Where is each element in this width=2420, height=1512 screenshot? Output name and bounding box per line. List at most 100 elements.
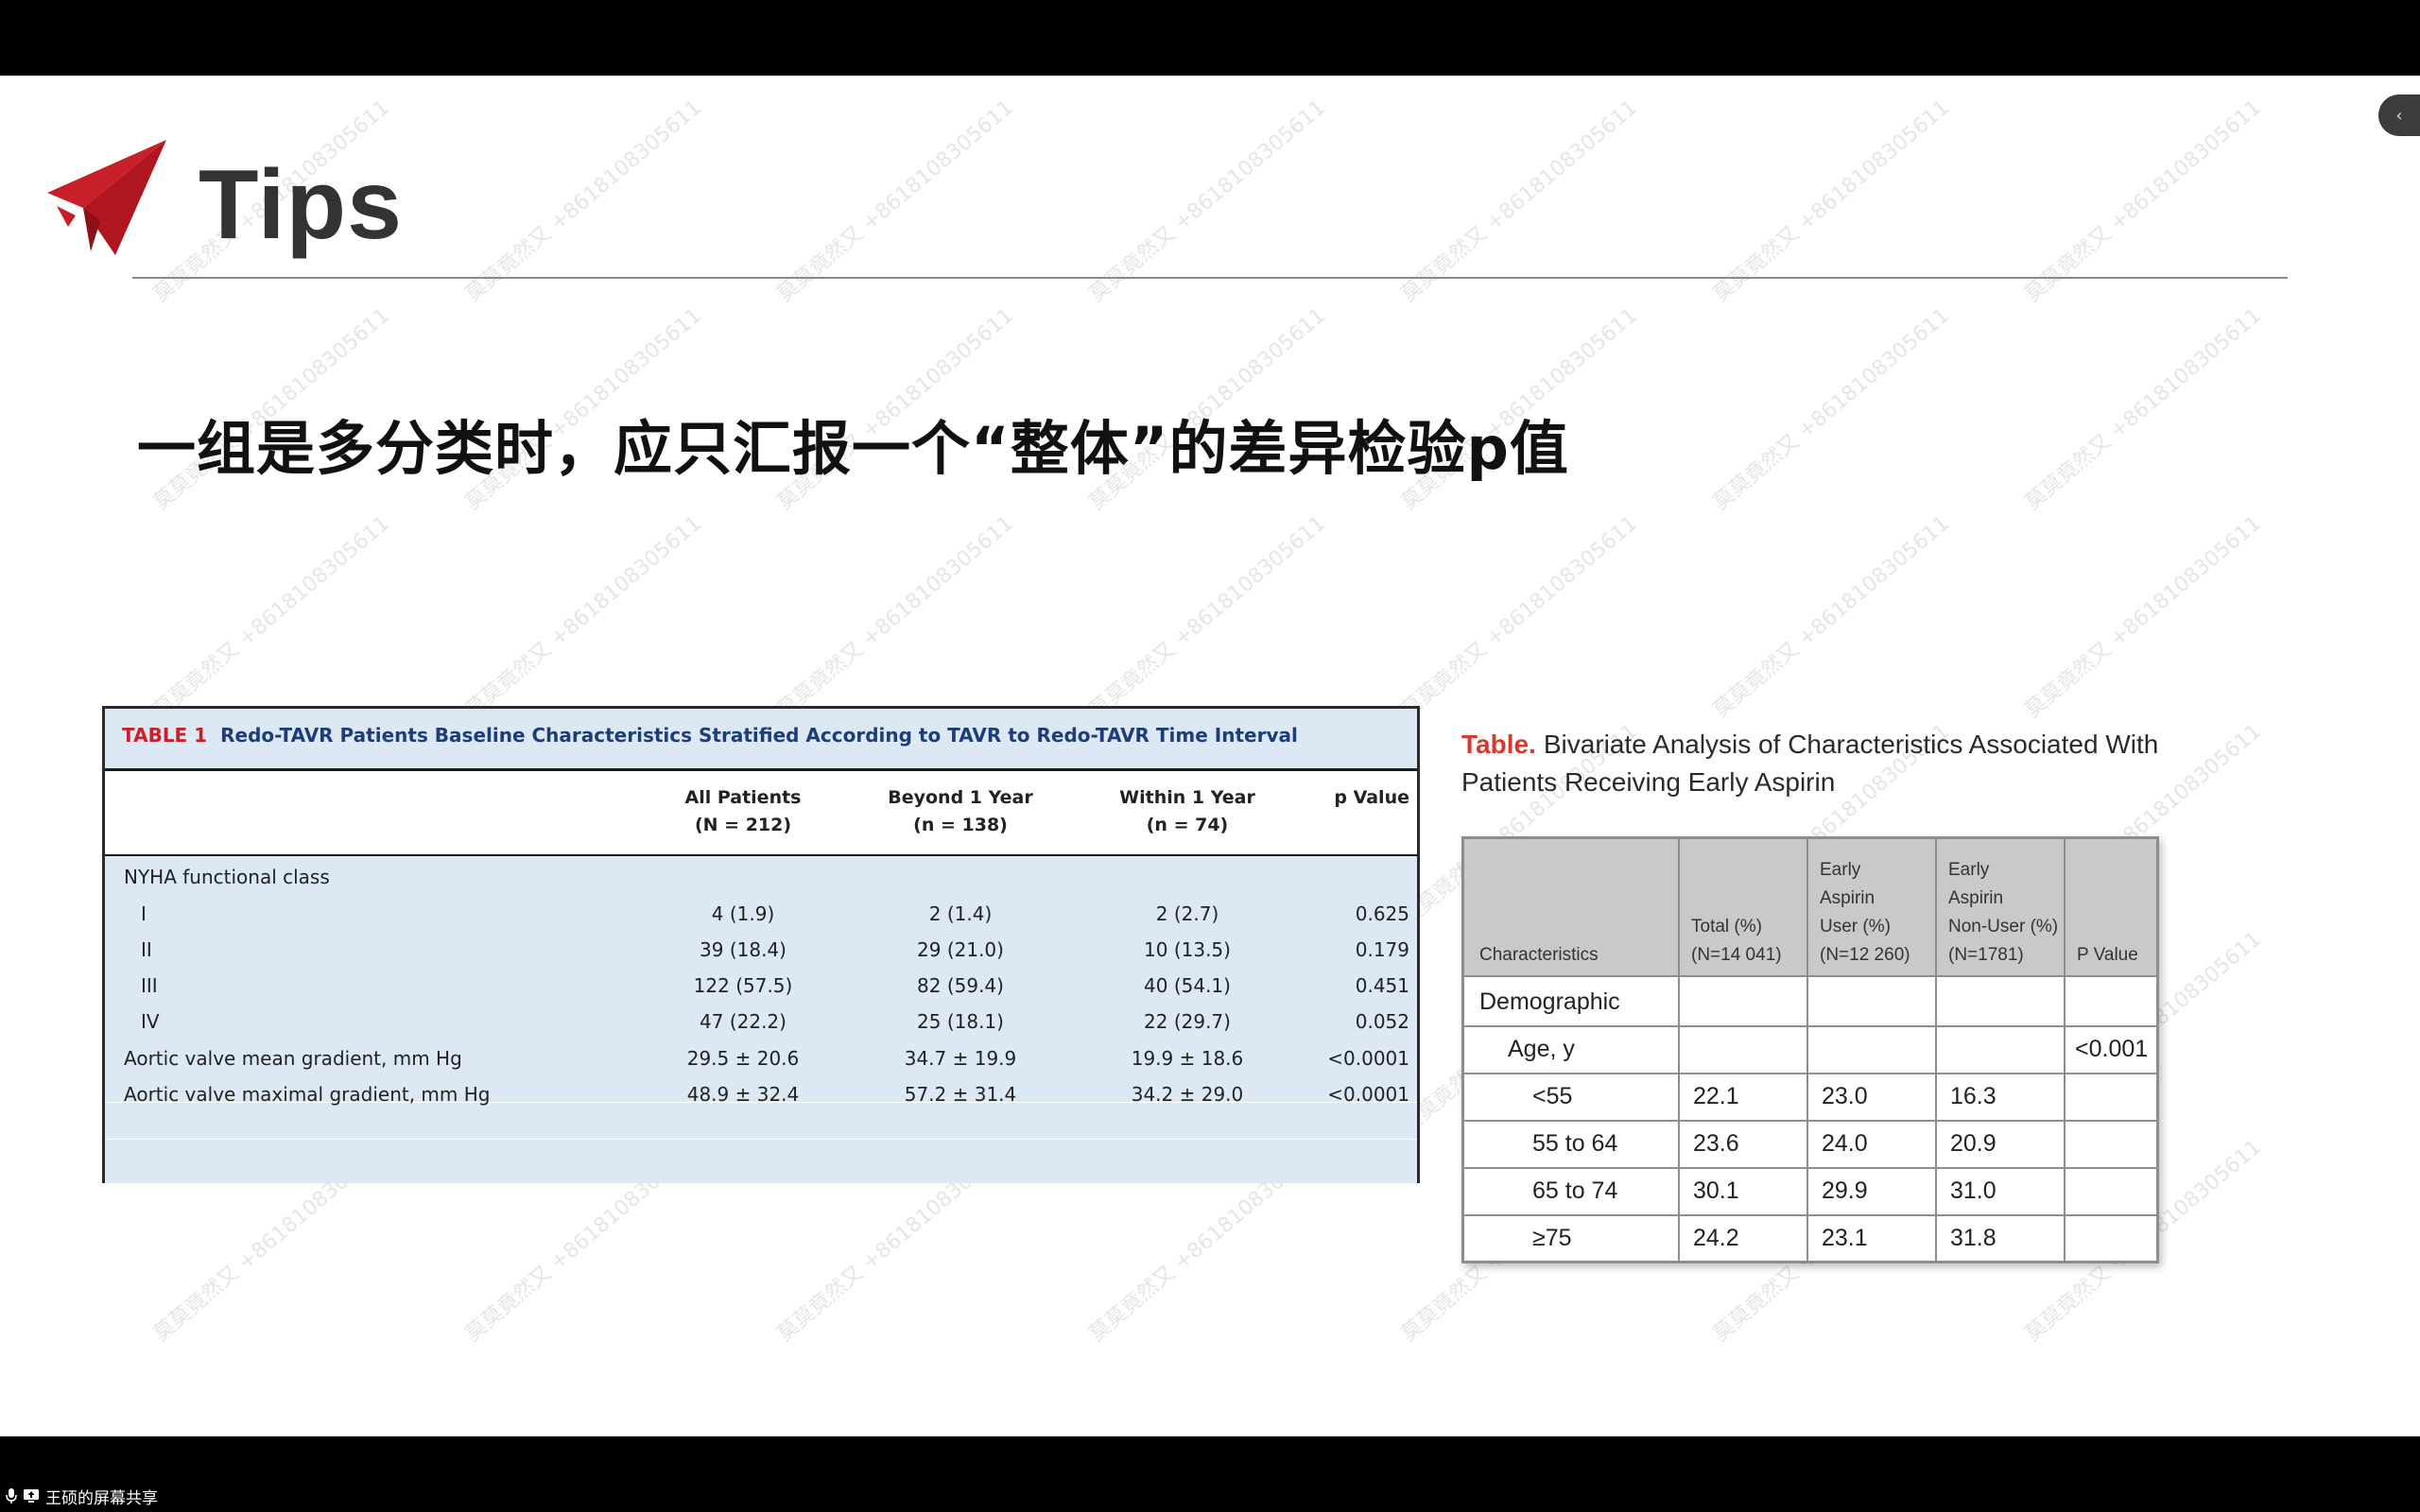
table2-caption: Table. Bivariate Analysis of Characterist…	[1461, 726, 2199, 801]
table2-row-line	[1464, 1025, 2156, 1027]
table2-row-label: <55	[1532, 1083, 1573, 1109]
watermark-text: 莫莫竟然又 +8618108305611	[2021, 303, 2266, 514]
table2-cell-user: 23.0	[1822, 1083, 1868, 1109]
table1-cell-all: 48.9 ± 32.4	[686, 1083, 800, 1106]
side-panel-toggle[interactable]: ‹	[2378, 94, 2420, 136]
table1-cell-all: 39 (18.4)	[700, 938, 786, 961]
table1-row-label: Aortic valve maximal gradient, mm Hg	[124, 1083, 491, 1106]
table2-row-label: ≥75	[1532, 1225, 1572, 1251]
watermark-text: 莫莫竟然又 +8618108305611	[149, 511, 394, 722]
watermark-text: 莫莫竟然又 +8618108305611	[1397, 511, 1642, 722]
table1-row-label: Aortic valve mean gradient, mm Hg	[124, 1047, 462, 1070]
table2-tag: Table.	[1461, 730, 1536, 759]
watermark-text: 莫莫竟然又 +8618108305611	[461, 95, 706, 306]
table1-cell-beyond: 82 (59.4)	[917, 974, 1004, 997]
table1-cell-beyond: 25 (18.1)	[917, 1010, 1004, 1033]
table1-cell-within: 10 (13.5)	[1144, 938, 1231, 961]
table2-header-band	[1464, 839, 2156, 977]
watermark-text: 莫莫竟然又 +8618108305611	[1709, 303, 1954, 514]
table2-header-cell: Total (%) (N=14 041)	[1691, 917, 1782, 965]
table2-column-line	[1935, 839, 1937, 1261]
title-divider	[132, 277, 2288, 279]
table2-cell-user: 23.1	[1822, 1225, 1868, 1251]
table1-cell-p: <0.0001	[1327, 1083, 1409, 1106]
table2-row-label: Demographic	[1479, 988, 1620, 1015]
table2-cell-total: 22.1	[1693, 1083, 1739, 1109]
table2-cell-total: 30.1	[1693, 1177, 1739, 1204]
table2-column-line	[1806, 839, 1808, 1261]
table2-header-cell: Characteristics	[1479, 945, 1599, 965]
table1-header-band	[105, 771, 1417, 854]
table1-caption-text: Redo-TAVR Patients Baseline Characterist…	[220, 724, 1298, 747]
bottom-black-bar	[0, 1436, 2420, 1512]
table2-row-line	[1464, 1214, 2156, 1216]
table1-cell-beyond: 57.2 ± 31.4	[904, 1083, 1017, 1106]
table2-row-line	[1464, 1073, 2156, 1074]
watermark-text: 莫莫竟然又 +8618108305611	[1085, 95, 1330, 306]
table2-header-cell: Early Aspirin User (%) (N=12 260)	[1820, 860, 1910, 965]
table2-cell-nonuser: 31.0	[1950, 1177, 1996, 1204]
table2-header-cell: P Value	[2077, 945, 2138, 965]
table1-image: TABLE 1 Redo-TAVR Patients Baseline Chara…	[102, 706, 1420, 1183]
paper-plane-logo-icon	[47, 140, 166, 255]
table2-row-label: 55 to 64	[1532, 1130, 1618, 1157]
table2-cell-user: 29.9	[1822, 1177, 1868, 1204]
table1-row-separator	[105, 1102, 1417, 1103]
table1-group-label: NYHA functional class	[124, 866, 330, 888]
presentation-slide: 莫莫竟然又 +8618108305611 莫莫竟然又 +8618108305611…	[0, 76, 2420, 1436]
table2-row-label: Age, y	[1508, 1036, 1575, 1062]
table1-header-p: p Value	[1334, 787, 1409, 808]
screen-share-label: 王硕的屏幕共享	[45, 1488, 158, 1508]
table2-row-line	[1464, 1167, 2156, 1169]
watermark-text: 莫莫竟然又 +8618108305611	[1709, 511, 1954, 722]
table2-cell-user: 24.0	[1822, 1130, 1868, 1157]
table1-row-separator	[105, 1139, 1417, 1140]
table1-row-label: III	[141, 974, 158, 997]
table1-header-rule	[105, 854, 1417, 856]
table1-cell-within: 34.2 ± 29.0	[1131, 1083, 1244, 1106]
table1-row-label: IV	[141, 1010, 160, 1033]
table1-header-all: All Patients (N = 212)	[684, 787, 802, 835]
table2-caption-text: Bivariate Analysis of Characteristics As…	[1461, 730, 2159, 797]
table1-row-label: I	[141, 902, 147, 925]
table1-cell-all: 47 (22.2)	[700, 1010, 786, 1033]
table2-row-label: 65 to 74	[1532, 1177, 1618, 1204]
table1-cell-within: 19.9 ± 18.6	[1131, 1047, 1244, 1070]
table1-cell-beyond: 2 (1.4)	[928, 902, 993, 925]
table1-header-beyond: Beyond 1 Year (n = 138)	[888, 787, 1033, 835]
table2-column-line	[2064, 839, 2066, 1261]
watermark-text: 莫莫竟然又 +8618108305611	[2021, 511, 2266, 722]
table1-row-label: II	[141, 938, 152, 961]
microphone-icon	[6, 1488, 17, 1503]
screen-share-icon	[24, 1489, 39, 1503]
table1-cell-within: 2 (2.7)	[1155, 902, 1219, 925]
table1-cell-p: 0.451	[1355, 974, 1409, 997]
table1-cell-beyond: 29 (21.0)	[917, 938, 1004, 961]
table1-top-rule	[105, 768, 1417, 771]
table1-tag: TABLE 1	[122, 724, 208, 747]
table2-column-line	[1678, 839, 1680, 1261]
table2-cell-p: <0.001	[2075, 1036, 2149, 1062]
table1-cell-within: 40 (54.1)	[1144, 974, 1231, 997]
table2-header-cell: Early Aspirin Non-User (%) (N=1781)	[1948, 860, 2059, 965]
table1-cell-beyond: 34.7 ± 19.9	[904, 1047, 1017, 1070]
watermark-text: 莫莫竟然又 +8618108305611	[2021, 95, 2266, 306]
table1-cell-p: 0.179	[1355, 938, 1409, 961]
table1-cell-all: 29.5 ± 20.6	[686, 1047, 800, 1070]
watermark-text: 莫莫竟然又 +8618108305611	[1397, 95, 1642, 306]
table1-cell-all: 122 (57.5)	[693, 974, 793, 997]
slide-headline: 一组是多分类时，应只汇报一个“整体”的差异检验p值	[137, 414, 1569, 483]
table2-cell-nonuser: 16.3	[1950, 1083, 1996, 1109]
table1-cell-all: 4 (1.9)	[711, 902, 775, 925]
table2-cell-nonuser: 20.9	[1950, 1130, 1996, 1157]
watermark-text: 莫莫竟然又 +8618108305611	[1709, 95, 1954, 306]
screen-share-indicator[interactable]: 王硕的屏幕共享	[6, 1485, 158, 1508]
table1-cell-p: 0.052	[1355, 1010, 1409, 1033]
table1-cell-p: 0.625	[1355, 902, 1409, 925]
watermark-text: 莫莫竟然又 +8618108305611	[1085, 511, 1330, 722]
watermark-text: 莫莫竟然又 +8618108305611	[773, 511, 1018, 722]
table2-cell-nonuser: 31.8	[1950, 1225, 1996, 1251]
table1-header-within: Within 1 Year (n = 74)	[1119, 787, 1255, 835]
top-black-bar	[0, 0, 2420, 76]
watermark-text: 莫莫竟然又 +8618108305611	[773, 95, 1018, 306]
